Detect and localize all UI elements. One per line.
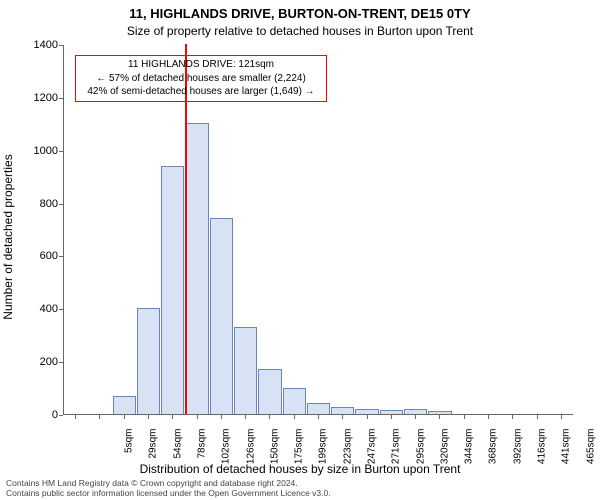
ytick-mark (59, 204, 63, 205)
annotation-box: 11 HIGHLANDS DRIVE: 121sqm ← 57% of deta… (75, 55, 327, 102)
xtick-mark (488, 415, 489, 419)
ytick-mark (59, 98, 63, 99)
histogram-bar (258, 369, 281, 414)
xtick-mark (561, 415, 562, 419)
xtick-label: 416sqm (537, 429, 548, 479)
ytick-label: 600 (40, 250, 58, 262)
ytick-label: 1000 (34, 145, 58, 157)
xtick-label: 78sqm (197, 429, 208, 479)
xtick-mark (464, 415, 465, 419)
chart-title: 11, HIGHLANDS DRIVE, BURTON-ON-TRENT, DE… (0, 6, 600, 21)
xtick-mark (197, 415, 198, 419)
histogram-bar (185, 123, 208, 414)
histogram-bar (210, 218, 233, 414)
chart-container: 11, HIGHLANDS DRIVE, BURTON-ON-TRENT, DE… (0, 0, 600, 500)
annotation-line: 42% of semi-detached houses are larger (… (80, 85, 322, 99)
xtick-label: 102sqm (221, 429, 232, 479)
xtick-mark (124, 415, 125, 419)
xtick-label: 465sqm (585, 429, 596, 479)
ytick-label: 200 (40, 356, 58, 368)
xtick-label: 247sqm (367, 429, 378, 479)
xtick-label: 295sqm (415, 429, 426, 479)
xtick-label: 150sqm (269, 429, 280, 479)
xtick-mark (415, 415, 416, 419)
ytick-label: 1400 (34, 39, 58, 51)
xtick-mark (75, 415, 76, 419)
xtick-mark (318, 415, 319, 419)
xtick-mark (148, 415, 149, 419)
xtick-label: 5sqm (124, 429, 135, 479)
histogram-bar (283, 388, 306, 414)
xtick-label: 175sqm (294, 429, 305, 479)
xtick-label: 441sqm (561, 429, 572, 479)
histogram-bar (113, 396, 136, 415)
histogram-bar (331, 407, 354, 414)
xtick-mark (294, 415, 295, 419)
xtick-mark (221, 415, 222, 419)
chart-subtitle: Size of property relative to detached ho… (0, 24, 600, 38)
xtick-mark (269, 415, 270, 419)
xtick-mark (342, 415, 343, 419)
xtick-label: 271sqm (391, 429, 402, 479)
footer-line: Contains public sector information licen… (6, 488, 331, 498)
ytick-mark (59, 415, 63, 416)
histogram-bar (380, 410, 403, 414)
xtick-label: 320sqm (439, 429, 450, 479)
xtick-mark (245, 415, 246, 419)
histogram-bar (404, 409, 427, 414)
xtick-label: 392sqm (512, 429, 523, 479)
xtick-mark (172, 415, 173, 419)
histogram-bar (234, 327, 257, 414)
xtick-mark (537, 415, 538, 419)
ytick-mark (59, 256, 63, 257)
xtick-mark (99, 415, 100, 419)
ytick-label: 400 (40, 303, 58, 315)
histogram-bar (307, 403, 330, 414)
ytick-mark (59, 309, 63, 310)
histogram-bar (428, 411, 451, 414)
xtick-label: 368sqm (488, 429, 499, 479)
y-axis-label: Number of detached properties (1, 154, 15, 319)
xtick-mark (439, 415, 440, 419)
xtick-label: 223sqm (342, 429, 353, 479)
xtick-mark (391, 415, 392, 419)
xtick-label: 344sqm (464, 429, 475, 479)
xtick-label: 54sqm (172, 429, 183, 479)
xtick-mark (512, 415, 513, 419)
xtick-label: 199sqm (318, 429, 329, 479)
footer: Contains HM Land Registry data © Crown c… (6, 478, 331, 498)
xtick-label: 126sqm (245, 429, 256, 479)
ytick-label: 800 (40, 198, 58, 210)
ytick-label: 1200 (34, 92, 58, 104)
histogram-bar (355, 409, 378, 414)
footer-line: Contains HM Land Registry data © Crown c… (6, 478, 331, 488)
ytick-mark (59, 362, 63, 363)
ytick-label: 0 (52, 409, 58, 421)
annotation-line: ← 57% of detached houses are smaller (2,… (80, 72, 322, 86)
xtick-label: 29sqm (148, 429, 159, 479)
histogram-bar (137, 308, 160, 414)
histogram-bar (161, 166, 184, 414)
ytick-mark (59, 151, 63, 152)
annotation-line: 11 HIGHLANDS DRIVE: 121sqm (80, 58, 322, 72)
ytick-mark (59, 45, 63, 46)
xtick-mark (367, 415, 368, 419)
